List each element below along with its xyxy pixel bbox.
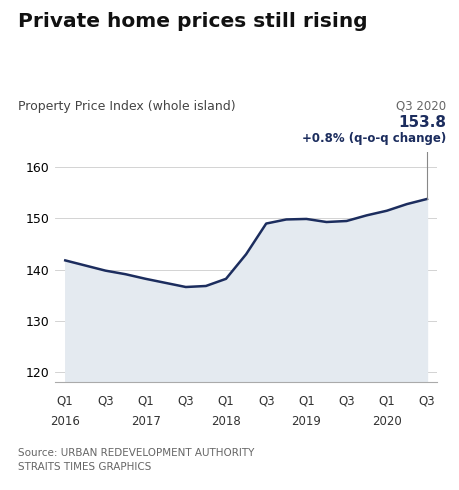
- Text: Q1: Q1: [378, 394, 394, 408]
- Text: 153.8: 153.8: [397, 115, 445, 130]
- Text: Q3: Q3: [337, 394, 354, 408]
- Text: 2019: 2019: [291, 415, 321, 428]
- Text: 2016: 2016: [50, 415, 80, 428]
- Text: Q1: Q1: [297, 394, 314, 408]
- Text: Q3: Q3: [177, 394, 194, 408]
- Text: +0.8% (q-o-q change): +0.8% (q-o-q change): [301, 132, 445, 145]
- Text: Q1: Q1: [137, 394, 154, 408]
- Text: Q3: Q3: [257, 394, 274, 408]
- Text: 2020: 2020: [371, 415, 401, 428]
- Text: 2017: 2017: [130, 415, 160, 428]
- Text: Q3: Q3: [418, 394, 434, 408]
- Text: Q1: Q1: [217, 394, 234, 408]
- Text: 2018: 2018: [211, 415, 241, 428]
- Text: Property Price Index (whole island): Property Price Index (whole island): [18, 100, 235, 114]
- Text: Source: URBAN REDEVELOPMENT AUTHORITY
STRAITS TIMES GRAPHICS: Source: URBAN REDEVELOPMENT AUTHORITY ST…: [18, 448, 254, 472]
- Text: Private home prices still rising: Private home prices still rising: [18, 12, 367, 31]
- Text: Q1: Q1: [57, 394, 73, 408]
- Text: Q3 2020: Q3 2020: [395, 99, 445, 113]
- Text: Q3: Q3: [97, 394, 113, 408]
